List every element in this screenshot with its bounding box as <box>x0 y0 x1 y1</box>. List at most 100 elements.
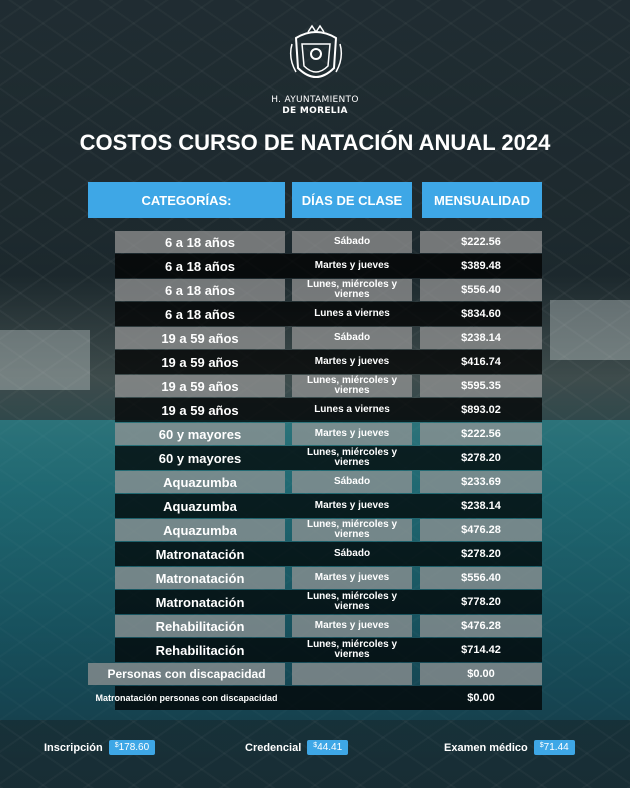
days-cell: Lunes, miércoles y viernes <box>292 375 412 397</box>
category-cell: Matronatación <box>155 594 245 610</box>
price-cell: $595.35 <box>420 375 542 397</box>
category-cell: 6 a 18 años <box>164 258 236 274</box>
row-background <box>115 350 542 374</box>
price-cell: $834.60 <box>461 308 501 320</box>
category-cell: Personas con discapacidad <box>88 663 285 685</box>
background-window <box>0 330 90 390</box>
table-row: 6 a 18 años Martes y jueves $389.48 <box>0 254 630 278</box>
days-cell <box>292 687 412 709</box>
days-cell: Lunes, miércoles y viernes <box>292 519 412 541</box>
days-cell: Sábado <box>292 327 412 349</box>
price-cell: $0.00 <box>420 663 542 685</box>
price-cell: $238.14 <box>461 500 501 512</box>
category-cell: Matronatación <box>115 567 285 589</box>
days-cell: Martes y jueves <box>314 260 390 271</box>
days-cell: Martes y jueves <box>292 567 412 589</box>
days-cell: Lunes, miércoles y viernes <box>306 639 398 660</box>
price-cell: $389.48 <box>461 260 501 272</box>
table-row: 19 a 59 años Sábado $238.14 <box>0 326 630 350</box>
table-row: Aquazumba Lunes, miércoles y viernes $476.… <box>0 518 630 542</box>
row-background <box>115 398 542 422</box>
fee-currency: $ <box>114 742 119 749</box>
fee-value: 178.60 <box>118 742 150 753</box>
category-cell: 19 a 59 años <box>161 402 239 418</box>
table-row: Personas con discapacidad $0.00 <box>0 662 630 686</box>
table-row: Aquazumba Martes y jueves $238.14 <box>0 494 630 518</box>
category-cell: Matronatación <box>155 546 245 562</box>
background-window <box>550 300 630 360</box>
row-background <box>115 686 542 710</box>
fee-currency: $ <box>539 742 544 749</box>
fee-label: Examen médico <box>444 741 528 754</box>
days-cell: Lunes, miércoles y viernes <box>306 591 398 612</box>
table-row: 19 a 59 años Martes y jueves $416.74 <box>0 350 630 374</box>
days-cell: Martes y jueves <box>314 500 390 511</box>
table-row: Rehabilitación Lunes, miércoles y viernes… <box>0 638 630 662</box>
days-cell: Sábado <box>292 471 412 493</box>
row-background <box>115 254 542 278</box>
row-background <box>115 302 542 326</box>
days-cell: Sábado <box>292 231 412 253</box>
table-row: Matronatación personas con discapacidad $… <box>0 686 630 710</box>
days-cell: Lunes, miércoles y viernes <box>306 447 398 468</box>
table-row: Matronatación Martes y jueves $556.40 <box>0 566 630 590</box>
fee-credencial: Credencial $44.41 <box>245 740 349 755</box>
price-cell: $476.28 <box>420 615 542 637</box>
category-cell: 60 y mayores <box>115 423 285 445</box>
organization-name: H. AYUNTAMIENTO DE MORELIA <box>0 95 630 117</box>
days-cell: Lunes a viernes <box>314 404 390 415</box>
price-cell: $556.40 <box>420 279 542 301</box>
table-row: 6 a 18 años Sábado $222.56 <box>0 230 630 254</box>
category-cell: Aquazumba <box>115 471 285 493</box>
table-row: 60 y mayores Martes y jueves $222.56 <box>0 422 630 446</box>
price-cell: $222.56 <box>420 231 542 253</box>
category-cell: Matronatación personas con discapacidad <box>95 693 278 703</box>
fee-value: 44.41 <box>317 742 343 753</box>
table-row: 60 y mayores Lunes, miércoles y viernes $2… <box>0 446 630 470</box>
fee-examen-medico: Examen médico $71.44 <box>444 740 575 755</box>
table-row: Matronatación Sábado $278.20 <box>0 542 630 566</box>
table-row: Aquazumba Sábado $233.69 <box>0 470 630 494</box>
category-cell: Rehabilitación <box>115 615 285 637</box>
organization-line-2: DE MORELIA <box>282 106 348 116</box>
fee-label: Inscripción <box>44 741 103 754</box>
category-cell: 6 a 18 años <box>115 231 285 253</box>
days-cell: Lunes a viernes <box>314 308 390 319</box>
category-cell: 19 a 59 años <box>115 375 285 397</box>
category-cell: Aquazumba <box>115 519 285 541</box>
table-row: 6 a 18 años Lunes, miércoles y viernes $55… <box>0 278 630 302</box>
fee-badge: $178.60 <box>108 740 156 755</box>
table-row: 6 a 18 años Lunes a viernes $834.60 <box>0 302 630 326</box>
days-cell: Martes y jueves <box>292 615 412 637</box>
price-cell: $476.28 <box>420 519 542 541</box>
price-cell: $714.42 <box>461 644 501 656</box>
price-cell: $222.56 <box>420 423 542 445</box>
price-cell: $233.69 <box>420 471 542 493</box>
row-background <box>115 590 542 614</box>
header-days: DÍAS DE CLASE <box>292 182 412 218</box>
days-cell: Martes y jueves <box>292 423 412 445</box>
row-background <box>115 446 542 470</box>
page-title: COSTOS CURSO DE NATACIÓN ANUAL 2024 <box>79 130 551 155</box>
fee-inscripcion: Inscripción $178.60 <box>44 740 156 755</box>
price-cell: $556.40 <box>420 567 542 589</box>
price-cell: $0.00 <box>467 692 495 704</box>
category-cell: 19 a 59 años <box>115 327 285 349</box>
category-cell: Aquazumba <box>163 498 237 514</box>
price-table: 6 a 18 años Sábado $222.56 6 a 18 años Marte… <box>0 230 630 710</box>
fee-label: Credencial <box>245 741 302 754</box>
price-cell: $278.20 <box>461 452 501 464</box>
fee-badge: $71.44 <box>533 740 575 755</box>
table-row: 19 a 59 años Lunes a viernes $893.02 <box>0 398 630 422</box>
fees-footer: Inscripción $178.60 Credencial $44.41 Ex… <box>0 740 630 760</box>
category-cell: 19 a 59 años <box>161 354 239 370</box>
fee-value: 71.44 <box>543 742 569 753</box>
days-cell: Martes y jueves <box>314 356 390 367</box>
header-monthly: MENSUALIDAD <box>422 182 542 218</box>
row-background <box>115 542 542 566</box>
coat-of-arms-icon <box>289 24 343 78</box>
table-row: 19 a 59 años Lunes, miércoles y viernes $5… <box>0 374 630 398</box>
fee-currency: $ <box>313 742 318 749</box>
price-cell: $416.74 <box>461 356 501 368</box>
days-cell: Lunes, miércoles y viernes <box>292 279 412 301</box>
